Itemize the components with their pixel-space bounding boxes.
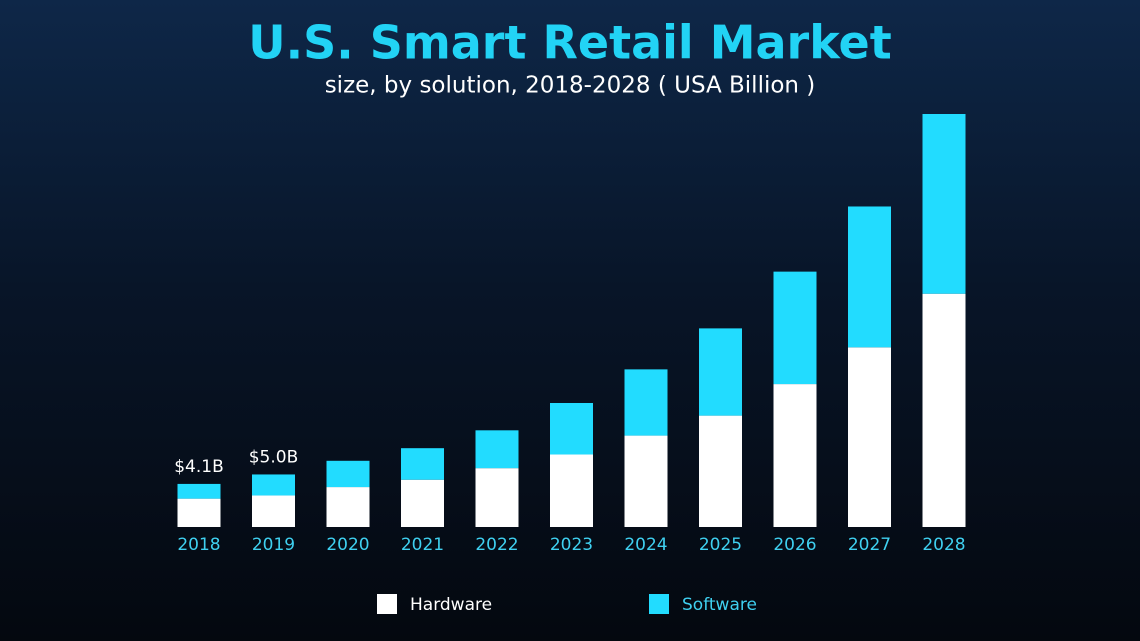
total-label: $4.1B	[174, 457, 224, 477]
bar-segment	[252, 495, 295, 527]
bar-segment	[624, 435, 668, 527]
x-tick-label: 2021	[401, 535, 444, 555]
bar-segment	[401, 448, 444, 480]
bar-segment	[550, 402, 593, 455]
legend-swatch	[377, 594, 397, 614]
bar-segment	[326, 487, 370, 527]
chart-subtitle: size, by solution, 2018-2028 ( USA Billi…	[325, 73, 816, 99]
bar-segment	[699, 328, 742, 416]
legend-label: Software	[682, 595, 757, 615]
x-tick-label: 2027	[848, 535, 891, 555]
x-tick-label: 2019	[252, 535, 295, 555]
bar-segment	[475, 430, 519, 469]
x-tick-label: 2026	[773, 535, 816, 555]
bar-segment	[773, 384, 817, 527]
bar-segment	[550, 454, 593, 527]
x-tick-label: 2018	[177, 535, 220, 555]
x-tick-label: 2025	[699, 535, 742, 555]
bar-segment	[401, 479, 444, 527]
bar-segment	[326, 460, 370, 488]
bar-segment	[475, 468, 519, 527]
bar-segment	[922, 293, 966, 527]
total-label: $5.0B	[249, 447, 299, 467]
bar-segment	[848, 347, 891, 527]
legend-label: Hardware	[410, 595, 492, 615]
x-tick-label: 2024	[624, 535, 667, 555]
bar-segment	[773, 271, 817, 385]
bar-segment	[699, 415, 742, 527]
x-tick-label: 2020	[326, 535, 369, 555]
x-tick-label: 2028	[922, 535, 965, 555]
chart-title: U.S. Smart Retail Market	[248, 16, 891, 70]
bar-segment	[177, 498, 221, 527]
bar-segment	[922, 114, 966, 294]
x-tick-label: 2022	[475, 535, 518, 555]
bar-segment	[177, 483, 221, 499]
bar-segment	[624, 369, 668, 436]
legend-swatch	[649, 594, 669, 614]
x-tick-label: 2023	[550, 535, 593, 555]
bar-segment	[848, 206, 891, 348]
bar-segment	[252, 474, 295, 496]
